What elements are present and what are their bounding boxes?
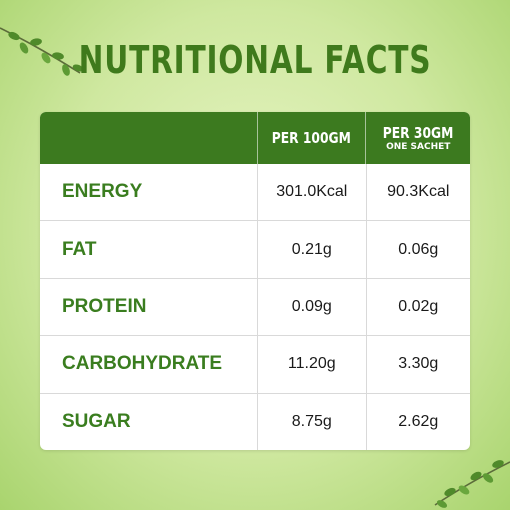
nutrient-label: SUGAR xyxy=(62,410,131,432)
per-30g-value: 0.06g xyxy=(365,221,470,278)
nutrient-label: PROTEIN xyxy=(62,296,147,318)
table-header-row: PER 100GM PER 30GM ONE SACHET xyxy=(40,112,470,164)
table-row: CARBOHYDRATE 11.20g 3.30g xyxy=(40,335,470,393)
nutrition-table: PER 100GM PER 30GM ONE SACHET ENERGY 301… xyxy=(40,112,470,450)
per-30g-value: 3.30g xyxy=(365,336,470,393)
table-row: FAT 0.21g 0.06g xyxy=(40,220,470,278)
header-main-label: PER 100GM xyxy=(272,129,352,147)
per-100g-value: 0.09g xyxy=(257,278,365,336)
nutrient-label: FAT xyxy=(62,238,97,260)
nutrient-label: CARBOHYDRATE xyxy=(62,353,223,375)
per-30g-value: 90.3Kcal xyxy=(365,164,470,221)
table-row: ENERGY 301.0Kcal 90.3Kcal xyxy=(40,164,470,221)
table-row: SUGAR 8.75g 2.62g xyxy=(40,392,470,450)
header-per-100gm: PER 100GM xyxy=(256,112,366,164)
table-row: PROTEIN 0.09g 0.02g xyxy=(40,277,470,336)
per-30g-value: 2.62g xyxy=(365,393,470,450)
per-100g-value: 8.75g xyxy=(257,393,365,450)
header-sub-label: ONE SACHET xyxy=(386,141,451,152)
table-body: ENERGY 301.0Kcal 90.3Kcal FAT 0.21g 0.06… xyxy=(40,164,470,450)
page-title: NUTRITIONAL FACTS xyxy=(78,38,432,82)
header-blank-cell xyxy=(40,112,257,164)
herb-sprig-icon xyxy=(0,27,84,76)
nutrient-label: ENERGY xyxy=(62,181,143,203)
herb-sprig-icon xyxy=(434,460,510,508)
per-100g-value: 301.0Kcal xyxy=(257,164,365,221)
per-100g-value: 11.20g xyxy=(257,336,365,393)
header-per-30gm: PER 30GM ONE SACHET xyxy=(365,112,470,164)
per-100g-value: 0.21g xyxy=(257,221,365,278)
header-main-label: PER 30GM xyxy=(382,123,454,142)
per-30g-value: 0.02g xyxy=(365,278,470,336)
